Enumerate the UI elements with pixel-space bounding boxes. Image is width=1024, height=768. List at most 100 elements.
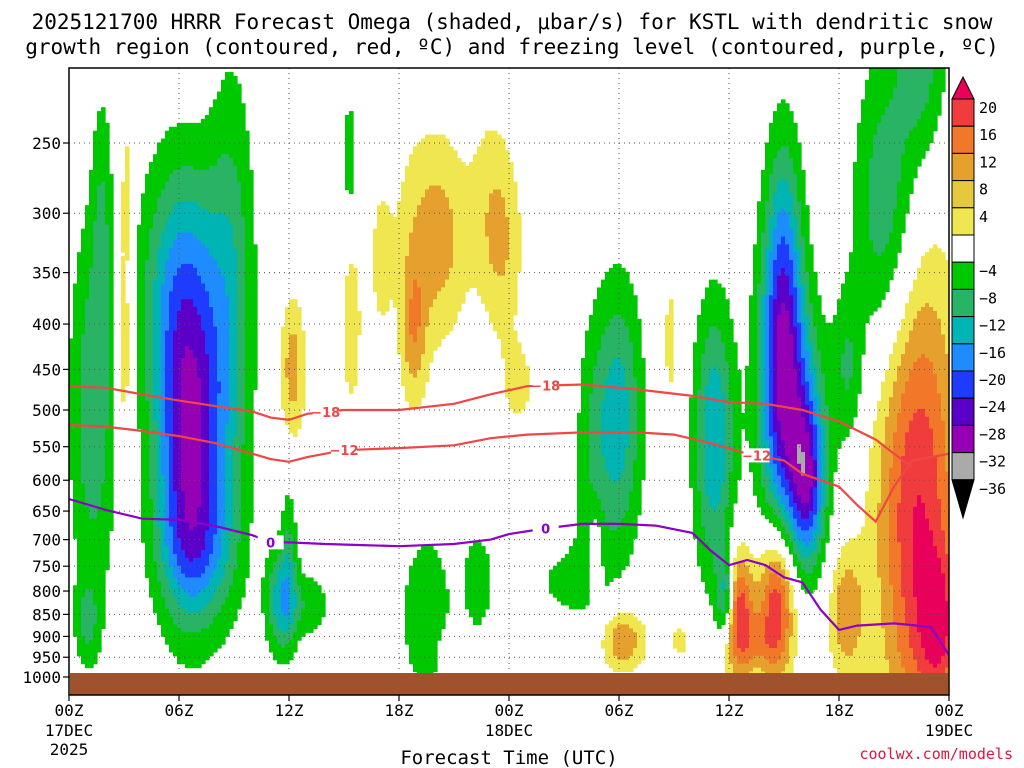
omega-cell <box>785 256 790 261</box>
omega-cell <box>193 271 198 277</box>
omega-cell <box>445 146 450 151</box>
omega-cell <box>445 162 450 167</box>
omega-cell <box>381 220 386 226</box>
omega-cell <box>377 256 382 261</box>
omega-cell <box>773 287 778 292</box>
omega-cell <box>401 271 406 277</box>
omega-cell <box>513 197 518 202</box>
omega-cell <box>225 244 230 249</box>
omega-cell <box>409 240 414 245</box>
omega-cell <box>193 216 198 222</box>
omega-cell <box>793 138 798 144</box>
omega-cell <box>425 212 430 218</box>
omega-cell <box>225 303 230 308</box>
omega-cell <box>765 146 770 151</box>
omega-cell <box>501 240 506 245</box>
omega-cell <box>197 216 202 222</box>
omega-cell <box>773 150 778 155</box>
omega-cell <box>461 228 466 234</box>
omega-cell <box>185 283 190 289</box>
omega-cell <box>933 118 938 124</box>
omega-cell <box>377 252 382 257</box>
omega-cell <box>237 99 242 104</box>
omega-cell <box>809 287 814 292</box>
omega-cell <box>145 307 150 312</box>
omega-cell <box>229 142 234 147</box>
omega-cell <box>201 142 206 147</box>
omega-cell <box>157 158 162 163</box>
omega-cell <box>249 299 254 304</box>
omega-cell <box>457 295 462 300</box>
omega-cell <box>889 185 894 191</box>
omega-cell <box>781 197 786 202</box>
omega-cell <box>417 271 422 277</box>
omega-cell <box>405 303 410 308</box>
omega-cell <box>157 283 162 289</box>
omega-cell <box>769 275 774 281</box>
omega-cell <box>425 201 430 206</box>
omega-cell <box>897 138 902 144</box>
omega-cell <box>237 83 242 89</box>
omega-cell <box>921 75 926 81</box>
omega-cell <box>201 287 206 292</box>
omega-cell <box>925 267 930 273</box>
omega-cell <box>437 197 442 202</box>
omega-cell <box>789 205 794 210</box>
omega-cell <box>253 275 258 281</box>
omega-cell <box>761 209 766 214</box>
omega-cell <box>373 236 378 242</box>
omega-cell <box>345 115 350 120</box>
omega-cell <box>901 228 906 234</box>
omega-cell <box>177 162 182 167</box>
omega-cell <box>101 158 106 163</box>
omega-cell <box>437 263 442 269</box>
omega-cell <box>921 150 926 155</box>
omega-cell <box>77 299 82 304</box>
omega-cell <box>433 181 438 187</box>
omega-cell <box>209 122 214 128</box>
omega-cell <box>97 146 102 151</box>
omega-cell <box>477 236 482 242</box>
omega-cell <box>425 303 430 308</box>
omega-cell <box>757 263 762 269</box>
omega-cell <box>233 263 238 269</box>
omega-cell <box>141 303 146 308</box>
omega-cell <box>885 169 890 175</box>
omega-cell <box>429 134 434 140</box>
omega-cell <box>89 263 94 269</box>
omega-cell <box>725 303 730 308</box>
omega-cell <box>93 267 98 273</box>
omega-cell <box>465 256 470 261</box>
omega-cell <box>605 271 610 277</box>
omega-cell <box>209 212 214 218</box>
omega-cell <box>885 267 890 273</box>
omega-cell <box>213 256 218 261</box>
omega-cell <box>213 260 218 265</box>
omega-cell <box>485 287 490 292</box>
omega-cell <box>869 75 874 81</box>
omega-cell <box>73 287 78 292</box>
omega-cell <box>105 244 110 249</box>
omega-cell <box>381 228 386 234</box>
omega-cell <box>205 189 210 194</box>
omega-cell <box>89 232 94 238</box>
omega-cell <box>861 107 866 112</box>
omega-cell <box>853 244 858 249</box>
omega-cell <box>141 236 146 242</box>
omega-cell <box>81 275 86 281</box>
omega-cell <box>185 303 190 308</box>
omega-cell <box>181 307 186 312</box>
omega-cell <box>125 181 130 187</box>
omega-cell <box>809 275 814 281</box>
omega-cell <box>781 103 786 108</box>
omega-cell <box>769 291 774 296</box>
omega-cell <box>189 291 194 296</box>
omega-cell <box>193 162 198 167</box>
omega-cell <box>121 267 126 273</box>
omega-cell <box>865 177 870 183</box>
omega-cell <box>409 232 414 238</box>
omega-cell <box>773 126 778 132</box>
omega-cell <box>125 173 130 179</box>
omega-cell <box>105 283 110 289</box>
omega-cell <box>873 228 878 234</box>
